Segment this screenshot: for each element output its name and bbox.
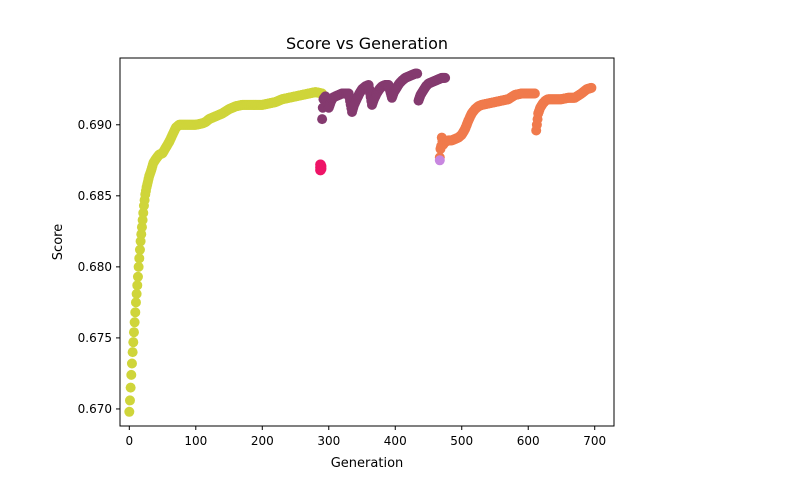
x-axis: 0 100 200 300 400 500 600 700: [125, 426, 606, 448]
x-tick-label: 500: [450, 434, 473, 448]
data-point: [127, 347, 138, 358]
y-axis: 0.670 0.675 0.680 0.685 0.690: [78, 118, 120, 416]
data-point: [129, 317, 140, 328]
x-axis-label: Generation: [331, 456, 404, 471]
y-axis-label: Score: [51, 224, 66, 260]
series-1: [317, 68, 451, 125]
y-tick-label: 0.675: [78, 331, 112, 345]
data-point: [131, 288, 142, 299]
series-4: [434, 155, 445, 166]
data-point: [134, 253, 145, 264]
data-point: [134, 244, 145, 255]
series-3: [315, 159, 327, 176]
data-point: [126, 358, 137, 369]
x-tick-label: 100: [184, 434, 207, 448]
y-tick-label: 0.680: [78, 260, 112, 274]
series-0: [124, 87, 328, 417]
x-tick-label: 300: [317, 434, 340, 448]
data-point: [126, 369, 137, 380]
data-point: [132, 280, 143, 291]
x-tick-label: 400: [384, 434, 407, 448]
data-point: [440, 72, 451, 83]
y-tick-label: 0.670: [78, 402, 112, 416]
x-tick-label: 200: [251, 434, 274, 448]
data-point: [125, 382, 136, 393]
data-point: [133, 261, 144, 272]
data-point: [529, 88, 540, 99]
data-point: [317, 114, 328, 125]
data-point: [434, 155, 445, 166]
data-point: [124, 406, 135, 417]
chart-title: Score vs Generation: [286, 34, 448, 53]
data-point: [130, 307, 141, 318]
data-point: [586, 82, 597, 93]
points-layer: [124, 68, 597, 417]
x-tick-label: 0: [125, 434, 133, 448]
data-point: [128, 327, 139, 338]
plot-frame: [119, 57, 615, 427]
data-point: [316, 160, 327, 171]
data-point: [130, 297, 141, 308]
series-2: [434, 82, 597, 163]
x-tick-label: 700: [583, 434, 606, 448]
y-tick-label: 0.685: [78, 189, 112, 203]
data-point: [128, 337, 139, 348]
data-point: [132, 271, 143, 282]
data-point: [412, 68, 423, 79]
data-point: [124, 395, 135, 406]
y-tick-label: 0.690: [78, 118, 112, 132]
x-tick-label: 600: [517, 434, 540, 448]
